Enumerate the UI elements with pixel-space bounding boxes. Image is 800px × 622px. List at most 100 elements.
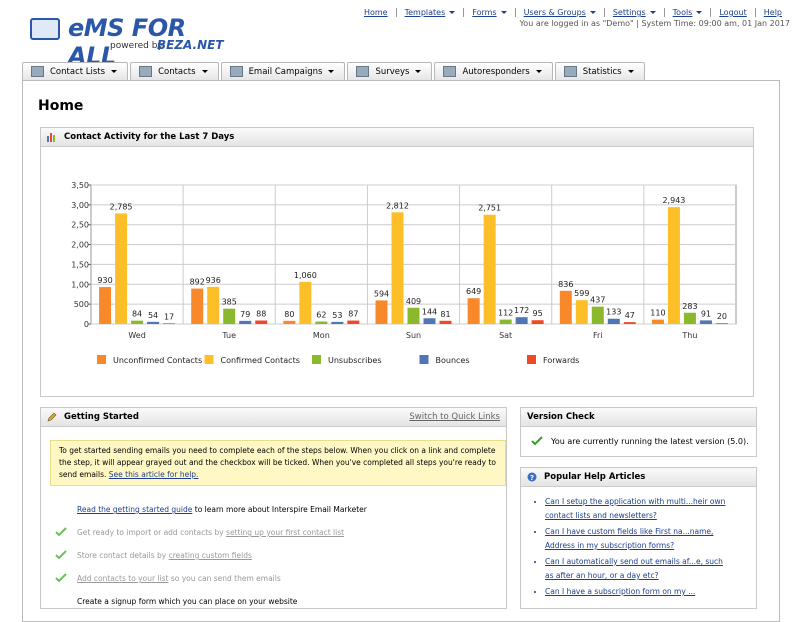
nav-label: Forms xyxy=(472,8,497,17)
help-article[interactable]: Can I setup the application with multi..… xyxy=(545,495,730,523)
step-check xyxy=(55,526,71,539)
legend-swatch[interactable] xyxy=(97,355,106,364)
step-check xyxy=(55,572,71,585)
bar xyxy=(375,300,388,324)
bar xyxy=(575,300,588,324)
bar xyxy=(223,308,236,324)
bar xyxy=(191,288,204,324)
data-label: 87 xyxy=(348,310,358,319)
step-text: Create a signup form which you can place… xyxy=(77,597,297,606)
legend-swatch[interactable] xyxy=(419,355,429,364)
nav-label: Logout xyxy=(719,8,747,17)
help-article[interactable]: Can I automatically send out emails af..… xyxy=(545,555,730,583)
data-label: 88 xyxy=(256,310,266,319)
step: Create a signup form which you can place… xyxy=(55,590,495,613)
y-tick-label: 2,50 xyxy=(71,221,89,230)
bar xyxy=(299,281,312,324)
step-text: Read the getting started guide to learn … xyxy=(77,505,367,514)
tab-label: Email Campaigns xyxy=(248,66,323,77)
bar xyxy=(699,320,712,324)
nav-label: Settings xyxy=(612,8,646,17)
tab-label: Contacts xyxy=(158,66,196,77)
y-tick-label: 1,00 xyxy=(71,280,89,289)
bar xyxy=(715,323,728,324)
dropdown-arrow xyxy=(328,70,335,73)
version-message: You are currently running the latest ver… xyxy=(521,427,756,446)
chart-icon xyxy=(47,133,55,142)
bar xyxy=(163,323,176,324)
tab[interactable]: Contact Lists xyxy=(22,62,129,80)
step-link[interactable]: Read the getting started guide xyxy=(77,505,193,514)
tab[interactable]: Autoresponders xyxy=(434,62,553,80)
step-after: to learn more about Interspire Email Mar… xyxy=(192,505,367,514)
nav-link[interactable]: Home xyxy=(356,8,396,17)
nav-link[interactable]: Tools xyxy=(663,8,711,17)
step-link[interactable]: Add contacts to your list xyxy=(77,574,169,583)
y-tick-label: 2,00 xyxy=(71,241,89,250)
legend-swatch[interactable] xyxy=(204,355,214,364)
check-icon xyxy=(55,549,67,559)
logo[interactable]: eMS FOR ALL powered by BEZA.NET xyxy=(30,14,230,70)
bar xyxy=(99,287,112,324)
bar xyxy=(423,318,436,324)
step-link[interactable]: setting up your first contact list xyxy=(226,528,345,537)
legend-swatch[interactable] xyxy=(527,355,536,364)
data-label: 599 xyxy=(574,289,589,298)
data-label: 53 xyxy=(332,311,342,320)
tab[interactable]: Email Campaigns xyxy=(220,62,346,80)
tab-icon xyxy=(443,66,457,77)
tab-bar: Contact Lists Contacts Email Campaigns Surv… xyxy=(22,62,647,80)
data-label: 144 xyxy=(422,307,437,316)
tab[interactable]: Contacts xyxy=(130,62,219,80)
bar xyxy=(407,307,420,324)
step-text: Store contact details by creating custom… xyxy=(77,551,252,560)
bar xyxy=(347,320,360,324)
legend-swatch[interactable] xyxy=(312,355,321,364)
tab[interactable]: Statistics xyxy=(554,62,645,80)
data-label: 80 xyxy=(284,310,294,319)
tab-icon xyxy=(229,66,243,77)
step-link[interactable]: creating custom fields xyxy=(168,551,252,560)
data-label: 112 xyxy=(498,309,513,318)
data-label: 385 xyxy=(222,298,237,307)
dropdown-arrow xyxy=(589,11,596,14)
y-tick-label: 3,00 xyxy=(71,201,89,210)
nav-link[interactable]: Users & Groups xyxy=(514,8,604,17)
notice-link[interactable]: See this article for help. xyxy=(108,470,199,479)
version-panel: Version Check You are currently running … xyxy=(520,407,757,457)
data-label: 283 xyxy=(682,302,697,311)
data-label: 172 xyxy=(514,306,529,315)
nav-link[interactable]: Templates xyxy=(395,8,464,17)
tab-label: Statistics xyxy=(582,66,622,77)
bar xyxy=(283,320,296,324)
nav-link[interactable]: Help xyxy=(754,8,790,17)
bar xyxy=(131,320,144,324)
legend-label: Bounces xyxy=(436,356,470,365)
step-after: so you can send them emails xyxy=(168,574,281,583)
step-text: Add contacts to your list so you can sen… xyxy=(77,574,281,583)
nav-link[interactable]: Settings xyxy=(603,8,664,17)
bar xyxy=(607,318,620,324)
data-label: 81 xyxy=(440,310,450,319)
nav-label: Help xyxy=(763,8,782,17)
chart-panel: Contact Activity for the Last 7 Days 0 50… xyxy=(40,127,754,397)
nav-link[interactable]: Logout xyxy=(710,8,755,17)
panel-header: ? Popular Help Articles xyxy=(521,468,756,487)
notice: To get started sending emails you need t… xyxy=(50,440,506,486)
tab[interactable]: Surveys xyxy=(347,62,433,80)
bar xyxy=(331,321,344,324)
step-before: Get ready to import or add contacts by xyxy=(77,528,227,537)
nav-link[interactable]: Forms xyxy=(463,8,515,17)
logo-icon xyxy=(30,18,60,40)
help-article[interactable]: Can I have custom fields like First na..… xyxy=(545,525,730,553)
data-label: 1,060 xyxy=(294,271,317,280)
panel-header: Getting Started Switch to Quick Links xyxy=(41,408,506,427)
step: Store contact details by creating custom… xyxy=(55,544,495,567)
x-tick-label: Sun xyxy=(406,331,421,340)
panel-title: Contact Activity for the Last 7 Days xyxy=(64,132,235,142)
notice-text: To get started sending emails you need t… xyxy=(59,446,496,479)
data-label: 936 xyxy=(206,276,221,285)
help-article[interactable]: Can I have a subscription form on my ... xyxy=(545,585,730,599)
tab-icon xyxy=(563,66,577,77)
switch-link[interactable]: Switch to Quick Links xyxy=(409,412,500,422)
